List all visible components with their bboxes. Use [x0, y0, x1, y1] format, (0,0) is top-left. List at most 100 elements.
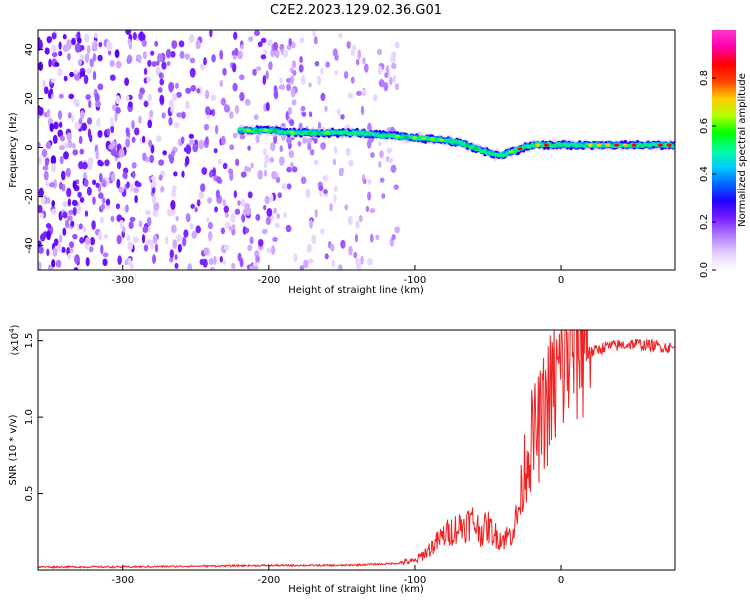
spectrogram-y-tick-label: 40 — [24, 43, 35, 56]
spectrogram-noise-cell — [333, 194, 337, 203]
spectrogram-noise-cell — [216, 176, 222, 184]
spectrogram-noise-cell — [173, 171, 178, 177]
spectrogram-noise-cell — [65, 167, 71, 178]
spectrogram-noise-cell — [301, 111, 307, 117]
spectrogram-noise-cell — [237, 200, 241, 206]
spectrogram-noise-cell — [278, 84, 285, 90]
spectrogram-noise-cell — [150, 180, 157, 190]
spectrogram-noise-cell — [86, 44, 91, 55]
spectrogram-noise-cell — [262, 74, 267, 85]
spectrogram-frame — [37, 29, 676, 271]
spectrogram-noise-cell — [183, 229, 189, 238]
spectrogram-noise-cell — [151, 61, 157, 68]
spectrogram-noise-cell — [255, 213, 261, 221]
spectrogram-noise-cell — [376, 48, 382, 56]
snr-frame — [37, 329, 676, 571]
spectrogram-noise-cell — [63, 151, 69, 160]
spectrogram-noise-cell — [131, 119, 135, 130]
spectrogram-ridge-cell — [572, 142, 577, 146]
spectrogram-noise-cell — [289, 75, 295, 85]
spectrogram-ridge-cell — [563, 142, 568, 146]
spectrogram-noise-cell — [318, 185, 324, 192]
snr-series-line — [38, 330, 675, 570]
spectrogram-noise-cell — [87, 157, 94, 165]
spectrogram-noise-cell — [207, 231, 213, 241]
spectrogram-noise-cell — [195, 225, 201, 234]
spectrogram-noise-cell — [224, 212, 230, 218]
spectrogram-noise-cell — [110, 124, 115, 134]
spectrogram-noise-cell — [308, 82, 312, 88]
spectrogram-noise-cell — [104, 159, 110, 167]
spectrogram-noise-cell — [211, 54, 216, 63]
spectrogram-noise-cell — [109, 59, 115, 68]
spectrogram-noise-cell — [272, 236, 278, 243]
spectrogram-noise-cell — [239, 91, 245, 102]
spectrogram-noise-cell — [146, 216, 152, 227]
spectrogram-noise-cell — [154, 243, 159, 253]
spectrogram-noise-cell — [220, 227, 226, 235]
spectrogram-noise-cell — [285, 224, 292, 233]
spectrogram-noise-cell — [77, 191, 82, 198]
spectrogram-noise-cell — [286, 83, 292, 92]
spectrogram-noise-cell — [203, 57, 207, 66]
spectrogram-noise-cell — [71, 115, 75, 123]
spectrogram-noise-cell — [253, 30, 260, 36]
spectrogram-noise-cell — [166, 209, 173, 217]
spectrogram-ridge-cell — [495, 152, 500, 156]
spectrogram-noise-cell — [257, 41, 263, 48]
spectrogram-noise-cell — [234, 104, 239, 115]
spectrogram-peak-cell — [508, 150, 514, 154]
spectrogram-noise-cell — [99, 216, 104, 224]
spectrogram-noise-cell — [247, 145, 251, 151]
spectrogram-noise-cell — [106, 128, 111, 136]
spectrogram-noise-cell — [264, 195, 270, 205]
spectrogram-noise-cell — [134, 127, 140, 136]
spectrogram-noise-cell — [68, 241, 75, 249]
spectrogram-noise-cell — [288, 150, 295, 159]
spectrogram-noise-cell — [222, 199, 226, 207]
spectrogram-noise-cell — [131, 170, 136, 179]
spectrogram-noise-cell — [131, 162, 137, 169]
spectrogram-ridge-cell — [582, 145, 588, 148]
spectrogram-noise-cell — [64, 141, 70, 149]
spectrogram-noise-cell — [385, 65, 390, 75]
spectrogram-noise-cell — [43, 170, 49, 181]
spectrogram-peak-cell — [543, 143, 549, 147]
spectrogram-noise-cell — [390, 53, 396, 64]
spectrogram-noise-cell — [222, 162, 228, 170]
spectrogram-noise-cell — [127, 241, 133, 251]
spectrogram-peak-cell — [245, 128, 251, 133]
spectrogram-noise-cell — [169, 256, 174, 263]
spectrogram-noise-cell — [252, 261, 259, 267]
spectrogram-noise-cell — [237, 252, 242, 262]
spectrogram-noise-cell — [340, 114, 345, 120]
spectrogram-noise-cell — [299, 56, 303, 64]
spectrogram-noise-cell — [94, 92, 100, 103]
spectrogram-noise-cell — [232, 54, 237, 60]
spectrogram-noise-cell — [199, 63, 206, 71]
spectrogram-noise-cell — [363, 178, 367, 185]
spectrogram-noise-cell — [59, 135, 66, 142]
spectrogram-noise-cell — [85, 257, 90, 267]
spectrogram-noise-cell — [388, 157, 394, 164]
spectrogram-noise-cell — [242, 208, 247, 216]
spectrogram-x-tick-label: -200 — [257, 275, 280, 286]
spectrogram-noise-cell — [299, 265, 305, 270]
spectrogram-noise-cell — [189, 222, 194, 230]
spectrogram-ridge-cell — [461, 141, 467, 146]
spectrogram-noise-cell — [229, 144, 235, 151]
spectrogram-noise-cell — [174, 262, 179, 269]
spectrogram-ridge-cell — [458, 140, 463, 145]
spectrogram-noise-cell — [214, 206, 218, 213]
spectrogram-noise-cell — [348, 245, 353, 256]
spectrogram-noise-cell — [378, 161, 382, 168]
spectrogram-noise-cell — [205, 106, 211, 116]
spectrogram-noise-cell — [225, 104, 231, 113]
snr-y-tick-label: 1.0 — [24, 409, 35, 425]
spectrogram-noise-cell — [390, 164, 397, 173]
spectrogram-peak-cell — [429, 137, 435, 141]
spectrogram-noise-cell — [125, 204, 129, 213]
spectrogram-noise-cell — [338, 32, 343, 39]
spectrogram-noise-cell — [110, 147, 117, 157]
spectrogram-noise-cell — [73, 98, 80, 107]
